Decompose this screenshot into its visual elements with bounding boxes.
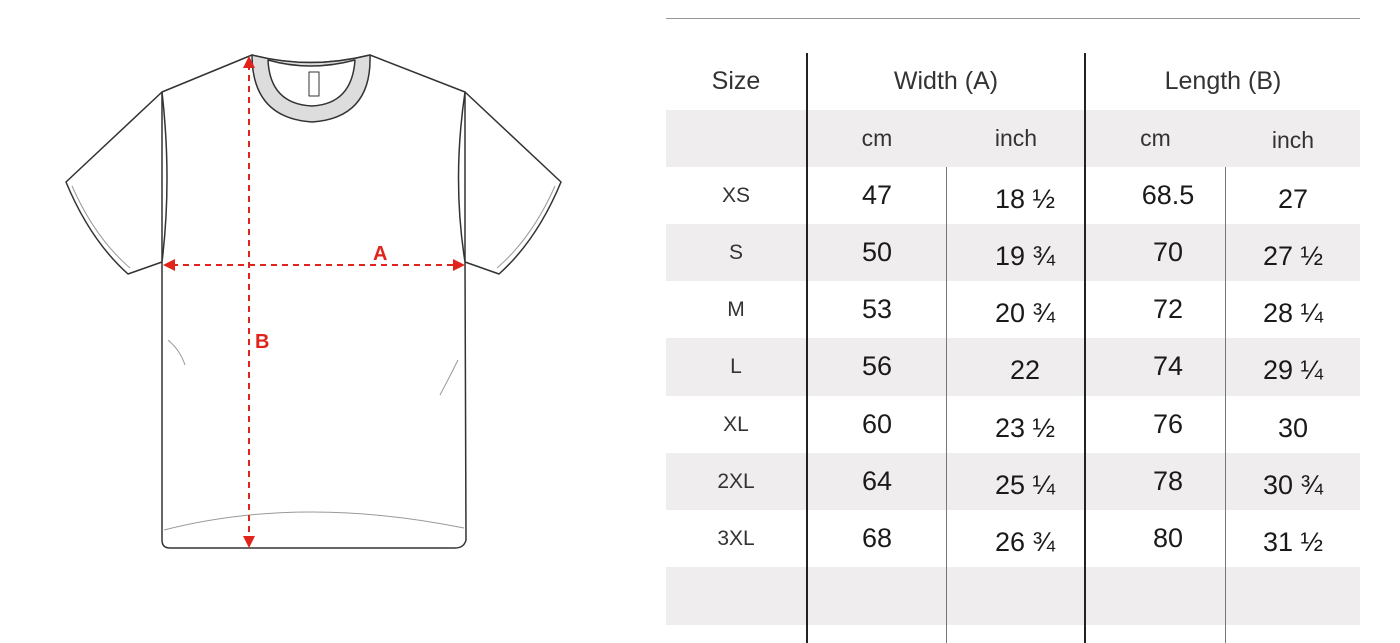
shirt-right-sleeve xyxy=(464,91,562,275)
cell-width-inch: 25 ¼ xyxy=(994,470,1056,500)
arrow-down-icon xyxy=(243,536,255,548)
cell-length-inch: 27 xyxy=(1277,184,1309,214)
cell-width-inch: 19 ¾ xyxy=(994,241,1056,271)
unit-length-inch: inch xyxy=(1271,127,1315,153)
cell-length-inch: 30 xyxy=(1277,413,1309,443)
label-a: A xyxy=(373,243,387,265)
cell-length-inch: 29 ¼ xyxy=(1262,355,1324,385)
shirt-left-sleeve xyxy=(65,91,163,275)
row-band xyxy=(666,110,1360,167)
cell-length-inch: 30 ¾ xyxy=(1262,470,1324,500)
column-divider xyxy=(946,167,947,643)
cell-width-cm: 60 xyxy=(861,409,893,439)
label-b: B xyxy=(255,331,269,353)
divider xyxy=(666,18,1360,19)
shirt-body xyxy=(161,54,467,549)
cell-length-cm: 70 xyxy=(1152,237,1184,267)
cell-width-inch: 18 ½ xyxy=(994,184,1056,214)
cell-length-cm: 74 xyxy=(1152,351,1184,381)
header-width: Width (A) xyxy=(893,67,999,95)
cell-length-inch: 31 ½ xyxy=(1262,527,1324,557)
header-length: Length (B) xyxy=(1164,67,1282,95)
unit-length-cm: cm xyxy=(1140,125,1171,151)
header-size: Size xyxy=(711,67,761,95)
row-band xyxy=(666,224,1360,281)
column-divider xyxy=(1084,53,1086,643)
cell-length-cm: 76 xyxy=(1152,409,1184,439)
cell-size: XL xyxy=(723,412,749,436)
cell-width-cm: 56 xyxy=(861,351,893,381)
unit-width-cm: cm xyxy=(861,125,893,151)
row-band xyxy=(666,453,1360,510)
cell-width-cm: 53 xyxy=(861,294,893,324)
cell-length-cm: 78 xyxy=(1152,466,1184,496)
cell-length-inch: 28 ¼ xyxy=(1262,298,1324,328)
column-divider xyxy=(1225,167,1226,643)
cell-width-inch: 20 ¾ xyxy=(994,298,1056,328)
arrow-up-icon xyxy=(243,56,255,68)
arrow-right-icon xyxy=(453,259,465,271)
cell-size: 3XL xyxy=(717,526,755,550)
cell-length-cm: 68.5 xyxy=(1141,180,1195,210)
cell-width-cm: 68 xyxy=(861,523,893,553)
row-band xyxy=(666,567,1360,625)
tshirt-diagram: A B xyxy=(65,54,562,549)
cell-size: S xyxy=(728,240,743,264)
unit-width-inch: inch xyxy=(994,125,1038,151)
row-band xyxy=(666,338,1360,396)
cell-width-inch: 26 ¾ xyxy=(994,527,1056,557)
cell-size: 2XL xyxy=(717,469,755,493)
cell-size: XS xyxy=(721,183,750,207)
column-divider xyxy=(806,53,808,643)
cell-width-inch: 22 xyxy=(1009,355,1041,385)
cell-width-cm: 64 xyxy=(861,466,893,496)
cell-width-inch: 23 ½ xyxy=(994,413,1056,443)
cell-size: M xyxy=(727,297,745,321)
cell-size: L xyxy=(730,354,742,378)
arrow-left-icon xyxy=(163,259,175,271)
cell-length-cm: 72 xyxy=(1152,294,1184,324)
cell-width-cm: 47 xyxy=(861,180,893,210)
cell-length-cm: 80 xyxy=(1152,523,1184,553)
cell-width-cm: 50 xyxy=(861,237,893,267)
cell-length-inch: 27 ½ xyxy=(1262,241,1324,271)
shirt-label xyxy=(308,71,320,97)
